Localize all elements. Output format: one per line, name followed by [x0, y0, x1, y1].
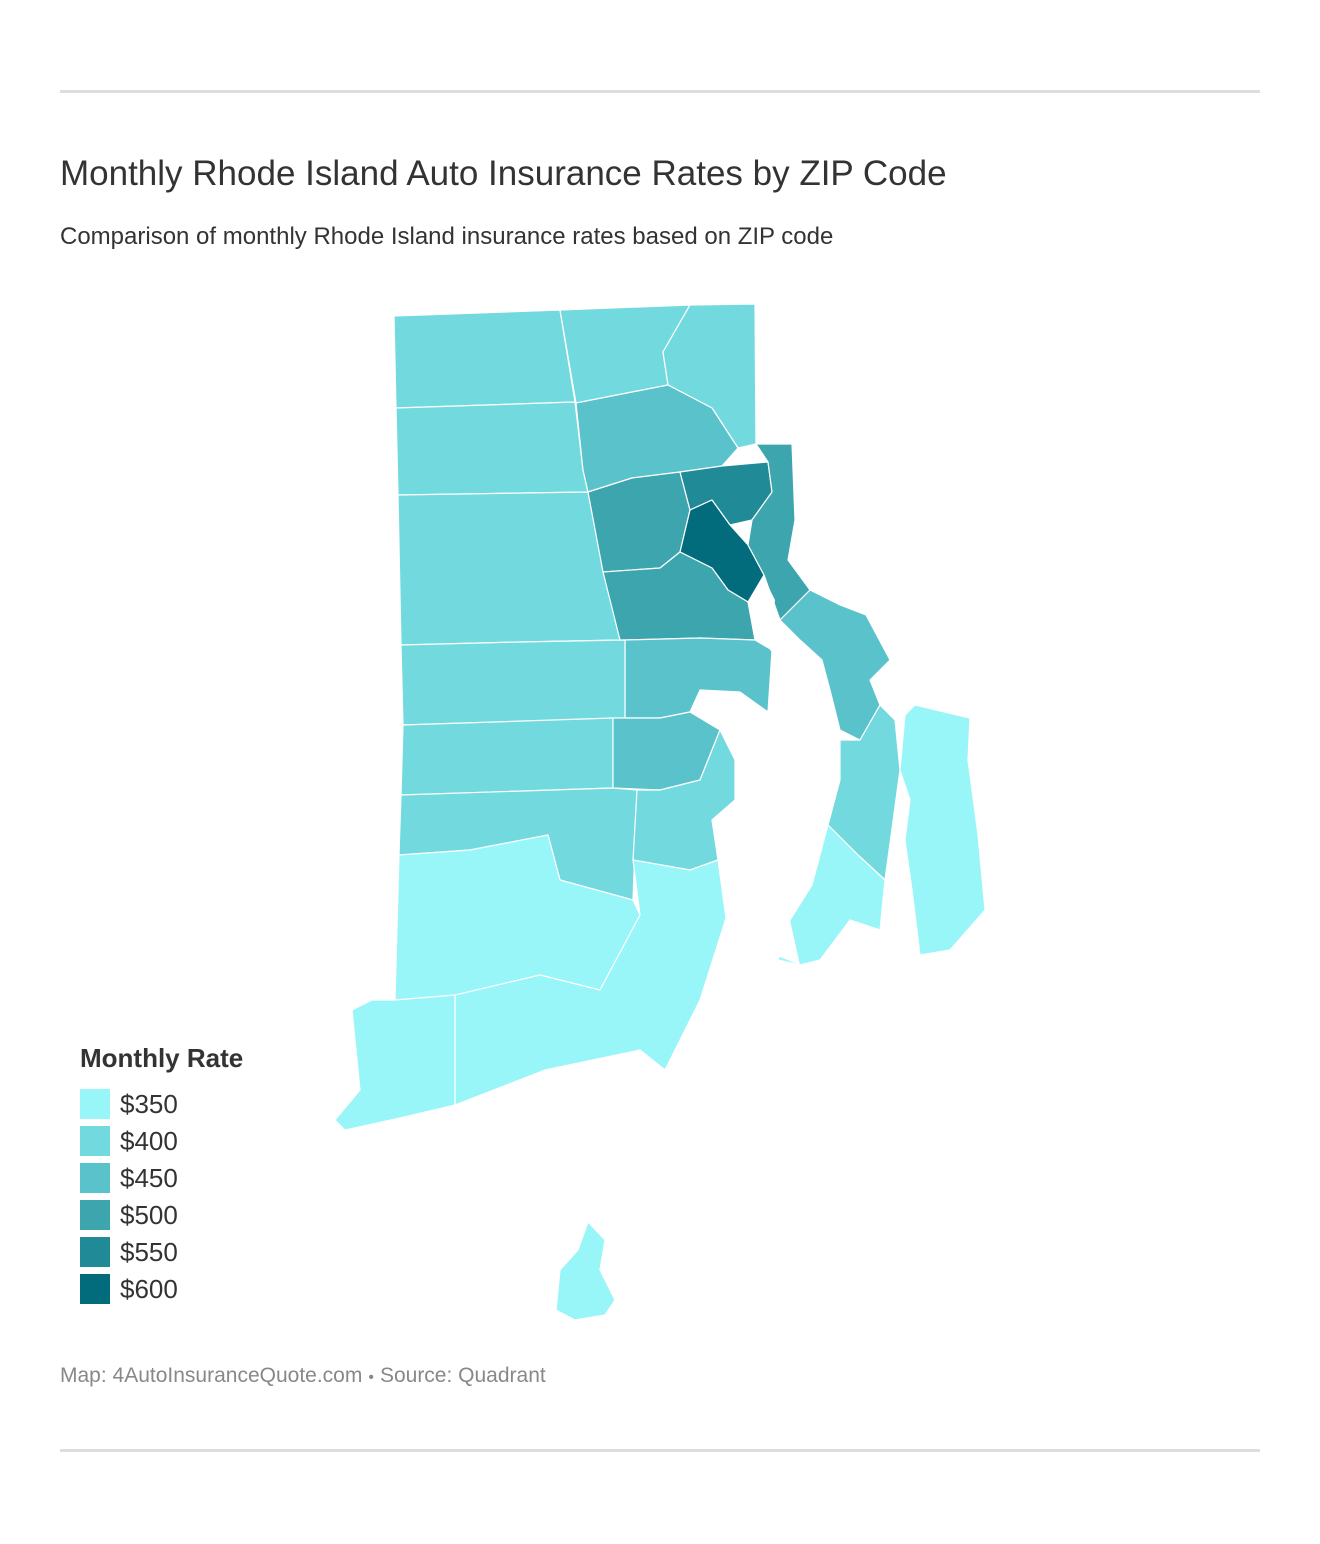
page-title: Monthly Rhode Island Auto Insurance Rate…	[60, 154, 947, 193]
map-credit: Map: 4AutoInsuranceQuote.com	[60, 1364, 363, 1387]
narragansett-bay-water	[735, 578, 840, 965]
bottom-divider	[60, 1449, 1260, 1452]
legend-label: $600	[120, 1273, 178, 1304]
zip-region-west-band-1[interactable]	[395, 401, 589, 496]
legend-label: $550	[120, 1236, 178, 1267]
zip-region-west-band-3[interactable]	[400, 639, 626, 726]
zip-region-west-greenwich[interactable]	[400, 717, 614, 796]
source-credit: Source: Quadrant	[379, 1364, 546, 1387]
legend-title: Monthly Rate	[80, 1043, 244, 1073]
legend-label: $400	[120, 1125, 178, 1156]
legend-item: $400	[80, 1123, 243, 1159]
zip-region-aquidneck-north[interactable]	[827, 704, 901, 881]
top-divider	[60, 90, 1260, 93]
legend-item: $450	[80, 1160, 243, 1196]
legend-swatch	[80, 1089, 110, 1119]
legend-item: $500	[80, 1197, 243, 1233]
legend-item: $550	[80, 1234, 243, 1270]
legend: Monthly Rate $350 $400 $450 $500 $550 $6…	[80, 1043, 243, 1308]
legend-swatch	[80, 1163, 110, 1193]
zip-region-westerly[interactable]	[334, 994, 456, 1131]
zip-region-tiverton[interactable]	[899, 704, 986, 956]
zip-region-block-island[interactable]	[555, 1221, 616, 1321]
zip-region-west-band-2[interactable]	[397, 491, 621, 646]
zip-region-northwest[interactable]	[393, 309, 576, 409]
legend-item: $600	[80, 1271, 243, 1307]
legend-swatch	[80, 1200, 110, 1230]
page-subtitle: Comparison of monthly Rhode Island insur…	[60, 223, 834, 250]
footer-credits: Map: 4AutoInsuranceQuote.com • Source: Qua…	[60, 1364, 546, 1388]
legend-swatch	[80, 1126, 110, 1156]
legend-item: $350	[80, 1086, 243, 1122]
zip-region-south-county[interactable]	[454, 859, 727, 1106]
legend-label: $450	[120, 1162, 178, 1193]
separator-dot: •	[368, 1369, 374, 1386]
legend-label: $350	[120, 1088, 178, 1119]
legend-label: $500	[120, 1199, 178, 1230]
legend-swatch	[80, 1237, 110, 1267]
legend-swatch	[80, 1274, 110, 1304]
